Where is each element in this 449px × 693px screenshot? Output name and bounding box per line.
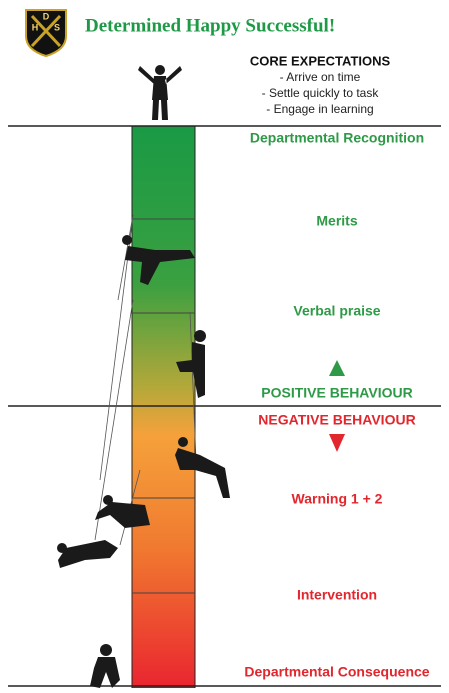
- logo-letter: D: [43, 11, 50, 21]
- expectation-item: - Arrive on time: [280, 70, 361, 84]
- down-arrow: [329, 434, 345, 452]
- level-label: Departmental Consequence: [244, 664, 429, 680]
- behaviour-column: [132, 126, 195, 688]
- up-arrow: [329, 360, 345, 376]
- level-label: Intervention: [297, 587, 377, 603]
- section-label: NEGATIVE BEHAVIOUR: [258, 412, 415, 428]
- logo-letter: H: [32, 22, 39, 32]
- expectations-heading: CORE EXPECTATIONS: [250, 53, 391, 68]
- logo-letter: S: [54, 22, 60, 32]
- level-label: Verbal praise: [293, 303, 380, 319]
- expectation-item: - Settle quickly to task: [262, 86, 380, 100]
- logo: H D S: [26, 10, 66, 56]
- level-label: Merits: [316, 213, 357, 229]
- level-label: Warning 1 + 2: [292, 491, 383, 507]
- section-label: POSITIVE BEHAVIOUR: [261, 385, 412, 401]
- expectation-item: - Engage in learning: [266, 102, 373, 116]
- poster: H D S Determined Happy Successful! CORE …: [0, 0, 449, 688]
- title: Determined Happy Successful!: [85, 15, 335, 36]
- level-label: Departmental Recognition: [250, 130, 424, 146]
